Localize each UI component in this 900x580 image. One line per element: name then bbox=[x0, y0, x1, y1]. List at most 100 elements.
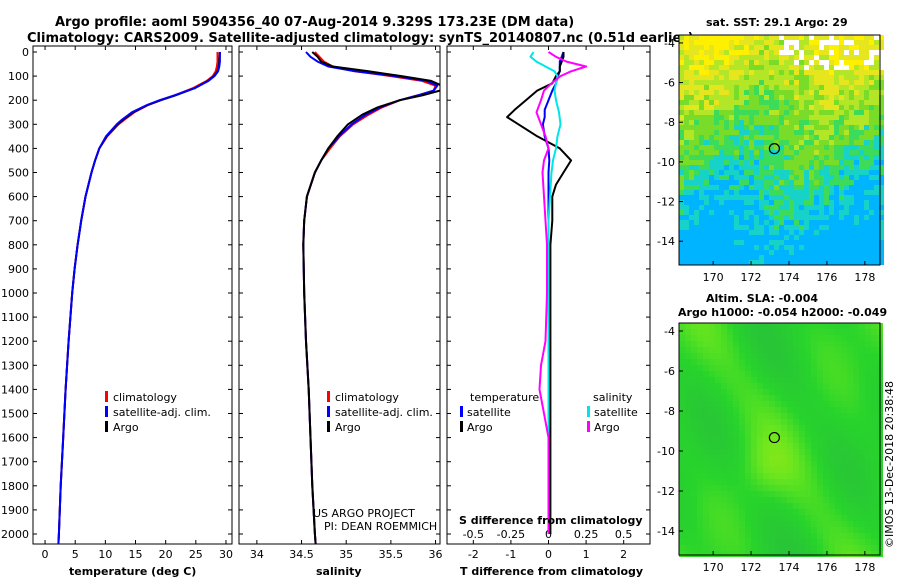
map-cell bbox=[694, 100, 699, 105]
map-cell bbox=[763, 341, 769, 347]
map-cell bbox=[799, 401, 805, 407]
map-cell bbox=[679, 195, 684, 200]
map-cell bbox=[859, 401, 865, 407]
map-cell bbox=[879, 50, 884, 55]
map-cell bbox=[745, 527, 751, 533]
legend-t-argo: Argo bbox=[467, 421, 493, 434]
s-tick-label: -0.25 bbox=[497, 528, 525, 541]
map-cell bbox=[754, 170, 759, 175]
map-cell bbox=[805, 479, 811, 485]
map-cell bbox=[839, 50, 844, 55]
map-cell bbox=[699, 145, 704, 150]
map-cell bbox=[749, 200, 754, 205]
map-cell bbox=[721, 407, 727, 413]
map-cell bbox=[824, 85, 829, 90]
map-cell bbox=[684, 220, 689, 225]
map-cell bbox=[841, 437, 847, 443]
map-cell bbox=[749, 75, 754, 80]
map-cell bbox=[679, 419, 685, 425]
map-cell bbox=[764, 135, 769, 140]
map-cell bbox=[809, 60, 814, 65]
map-cell bbox=[709, 407, 715, 413]
map-cell bbox=[763, 449, 769, 455]
map-cell bbox=[787, 479, 793, 485]
map-cell bbox=[835, 425, 841, 431]
map-cell bbox=[829, 160, 834, 165]
map-cell bbox=[789, 195, 794, 200]
map-cell bbox=[789, 175, 794, 180]
map-cell bbox=[814, 135, 819, 140]
map-cell bbox=[869, 130, 874, 135]
map-cell bbox=[834, 185, 839, 190]
map-cell bbox=[764, 190, 769, 195]
map-cell bbox=[869, 235, 874, 240]
map-cell bbox=[704, 65, 709, 70]
map-cell bbox=[691, 413, 697, 419]
map-cell bbox=[853, 455, 859, 461]
map-cell bbox=[841, 323, 847, 329]
map-cell bbox=[714, 250, 719, 255]
map-cell bbox=[864, 40, 869, 45]
map-cell bbox=[839, 160, 844, 165]
map-cell bbox=[734, 210, 739, 215]
map-cell bbox=[829, 45, 834, 50]
map-cell bbox=[744, 50, 749, 55]
map-cell bbox=[819, 105, 824, 110]
map-cell bbox=[729, 35, 734, 40]
map-cell bbox=[763, 497, 769, 503]
map-cell bbox=[745, 491, 751, 497]
map-cell bbox=[805, 407, 811, 413]
map-cell bbox=[714, 180, 719, 185]
map-cell bbox=[809, 70, 814, 75]
map-cell bbox=[733, 437, 739, 443]
map-cell bbox=[865, 341, 871, 347]
map-cell bbox=[734, 75, 739, 80]
map-cell bbox=[694, 80, 699, 85]
map-cell bbox=[799, 389, 805, 395]
map-cell bbox=[714, 235, 719, 240]
map-cell bbox=[844, 120, 849, 125]
map-cell bbox=[719, 105, 724, 110]
map-cell bbox=[829, 329, 835, 335]
map-cell bbox=[763, 527, 769, 533]
map-cell bbox=[704, 135, 709, 140]
map-cell bbox=[794, 130, 799, 135]
map-cell bbox=[709, 353, 715, 359]
map-cell bbox=[847, 359, 853, 365]
map-cell bbox=[844, 125, 849, 130]
map-cell bbox=[769, 431, 775, 437]
map-cell bbox=[864, 85, 869, 90]
map-cell bbox=[789, 255, 794, 260]
map-cell bbox=[714, 35, 719, 40]
map-cell bbox=[834, 55, 839, 60]
map-cell bbox=[779, 160, 784, 165]
map-cell bbox=[799, 395, 805, 401]
map-cell bbox=[854, 155, 859, 160]
map-cell bbox=[849, 250, 854, 255]
map-cell bbox=[714, 80, 719, 85]
map-cell bbox=[787, 449, 793, 455]
map-cell bbox=[719, 45, 724, 50]
map-cell bbox=[699, 70, 704, 75]
map-cell bbox=[793, 323, 799, 329]
map-cell bbox=[789, 120, 794, 125]
salinity-x-axis: 34 34.5 35 35.5 36 bbox=[250, 46, 443, 561]
map-cell bbox=[789, 260, 794, 265]
map-cell bbox=[739, 371, 745, 377]
map-cell bbox=[789, 125, 794, 130]
map-cell bbox=[817, 473, 823, 479]
map-cell bbox=[763, 347, 769, 353]
map-cell bbox=[699, 80, 704, 85]
map-cell bbox=[764, 220, 769, 225]
map-cell bbox=[829, 533, 835, 539]
map-cell bbox=[789, 165, 794, 170]
map-cell bbox=[733, 425, 739, 431]
map-cell bbox=[684, 50, 689, 55]
map-cell bbox=[869, 70, 874, 75]
lat-tick-label: -14 bbox=[657, 235, 675, 248]
map-cell bbox=[763, 335, 769, 341]
map-cell bbox=[865, 413, 871, 419]
map-cell bbox=[805, 401, 811, 407]
map-cell bbox=[699, 220, 704, 225]
map-cell bbox=[754, 40, 759, 45]
